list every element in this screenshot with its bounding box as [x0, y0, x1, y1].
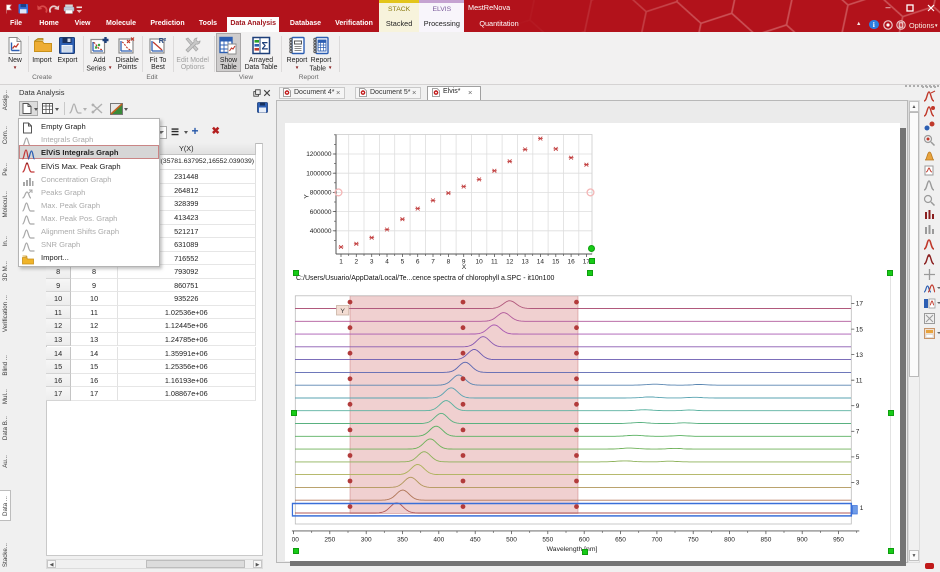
svg-text:7: 7	[856, 428, 860, 435]
svg-text:5: 5	[401, 258, 405, 265]
svg-text:900: 900	[797, 536, 808, 543]
svg-text:5: 5	[856, 454, 860, 461]
svg-text:950: 950	[833, 536, 844, 543]
svg-text:1200000: 1200000	[306, 151, 332, 158]
svg-text:300: 300	[361, 536, 372, 543]
svg-text:12: 12	[506, 258, 514, 265]
svg-text:10: 10	[475, 258, 483, 265]
svg-text:200: 200	[288, 536, 299, 543]
svg-text:15: 15	[552, 258, 560, 265]
svg-text:500: 500	[506, 536, 517, 543]
svg-text:850: 850	[760, 536, 771, 543]
svg-text:700: 700	[651, 536, 662, 543]
svg-text:Wavelength [nm]: Wavelength [nm]	[547, 546, 598, 553]
svg-text:Y: Y	[304, 193, 311, 198]
svg-text:8: 8	[447, 258, 451, 265]
svg-text:400000: 400000	[310, 228, 332, 235]
svg-text:600000: 600000	[310, 208, 332, 215]
svg-text:17: 17	[856, 300, 864, 307]
svg-text:11: 11	[856, 377, 863, 384]
svg-text:800: 800	[724, 536, 735, 543]
svg-text:3: 3	[856, 479, 860, 486]
svg-text:750: 750	[688, 536, 699, 543]
svg-text:2: 2	[354, 258, 358, 265]
svg-text:450: 450	[470, 536, 481, 543]
svg-text:1000000: 1000000	[306, 170, 332, 177]
svg-text:1: 1	[860, 505, 864, 512]
svg-text:R²: R²	[158, 38, 166, 45]
svg-text:13: 13	[856, 351, 864, 358]
svg-text:15: 15	[856, 326, 864, 333]
svg-text:9: 9	[462, 258, 466, 265]
svg-text:1: 1	[339, 258, 343, 265]
svg-text:X: X	[462, 264, 467, 271]
svg-text:9: 9	[856, 402, 860, 409]
svg-text:800000: 800000	[310, 189, 332, 196]
svg-text:350: 350	[397, 536, 408, 543]
svg-text:13: 13	[521, 258, 529, 265]
svg-text:550: 550	[542, 536, 553, 543]
svg-text:4: 4	[385, 258, 389, 265]
svg-text:600: 600	[579, 536, 590, 543]
svg-text:400: 400	[433, 536, 444, 543]
svg-text:Y: Y	[340, 307, 345, 314]
svg-text:17: 17	[583, 258, 591, 265]
svg-text:7: 7	[431, 258, 435, 265]
svg-text:3: 3	[370, 258, 374, 265]
svg-text:650: 650	[615, 536, 626, 543]
svg-text:250: 250	[324, 536, 335, 543]
svg-text:16: 16	[567, 258, 575, 265]
svg-text:14: 14	[537, 258, 545, 265]
svg-text:6: 6	[416, 258, 420, 265]
svg-text:Σ: Σ	[261, 40, 268, 52]
svg-text:11: 11	[491, 258, 498, 265]
